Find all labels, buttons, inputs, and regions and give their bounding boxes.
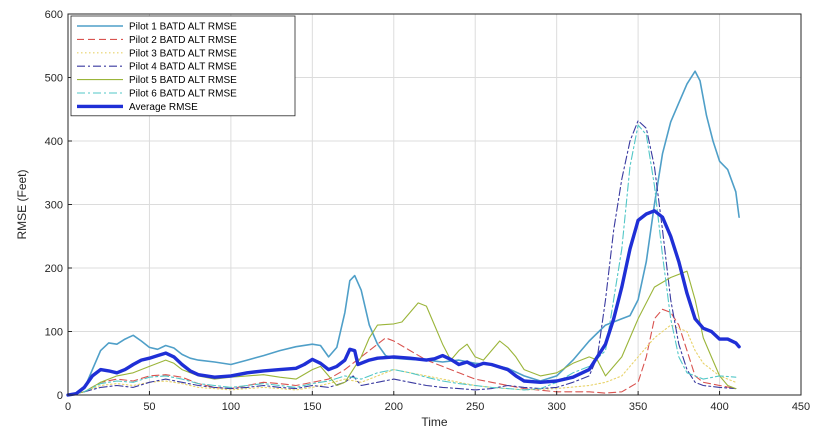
legend-label: Average RMSE (129, 102, 198, 113)
legend-label: Pilot 6 BATD ALT RMSE (129, 89, 237, 100)
y-tick-label: 100 (45, 327, 63, 339)
y-tick-label: 300 (45, 200, 63, 212)
x-tick-label: 100 (222, 401, 240, 413)
legend-label: Pilot 2 BATD ALT RMSE (129, 35, 237, 46)
y-tick-label: 500 (45, 73, 63, 85)
series-line-1 (67, 70, 740, 396)
x-tick-label: 450 (792, 401, 810, 413)
series-line-2 (67, 308, 737, 396)
x-tick-label: 350 (629, 401, 647, 413)
x-axis-label: Time (421, 415, 448, 429)
x-tick-label: 400 (710, 401, 728, 413)
x-tick-label: 250 (466, 401, 484, 413)
x-tick-label: 0 (65, 401, 71, 413)
axis-ticks: 0 50 100 150 200 250 300 350 400 450 0 100 200 300 400… (45, 9, 811, 413)
series-line-4 (67, 120, 737, 396)
x-tick-label: 150 (303, 401, 321, 413)
series-lines (66, 70, 741, 397)
legend-label: Pilot 3 BATD ALT RMSE (129, 48, 237, 59)
x-tick-label: 300 (547, 401, 565, 413)
y-tick-label: 400 (45, 136, 63, 148)
y-axis-label: RMSE (Feet) (15, 169, 29, 239)
legend-label: Pilot 4 BATD ALT RMSE (129, 62, 237, 73)
series-line-7 (66, 209, 741, 397)
y-tick-label: 200 (45, 263, 63, 275)
legend: Pilot 1 BATD ALT RMSE Pilot 2 BATD ALT RM… (70, 15, 296, 117)
series-line-3 (67, 324, 737, 396)
legend-label: Pilot 5 BATD ALT RMSE (129, 75, 237, 86)
series-line-6 (67, 124, 737, 396)
x-tick-label: 50 (143, 401, 155, 413)
legend-box (70, 15, 296, 117)
y-tick-label: 600 (45, 9, 63, 21)
y-tick-label: 0 (57, 390, 63, 402)
x-tick-label: 200 (385, 401, 403, 413)
legend-label: Pilot 1 BATD ALT RMSE (129, 22, 237, 33)
